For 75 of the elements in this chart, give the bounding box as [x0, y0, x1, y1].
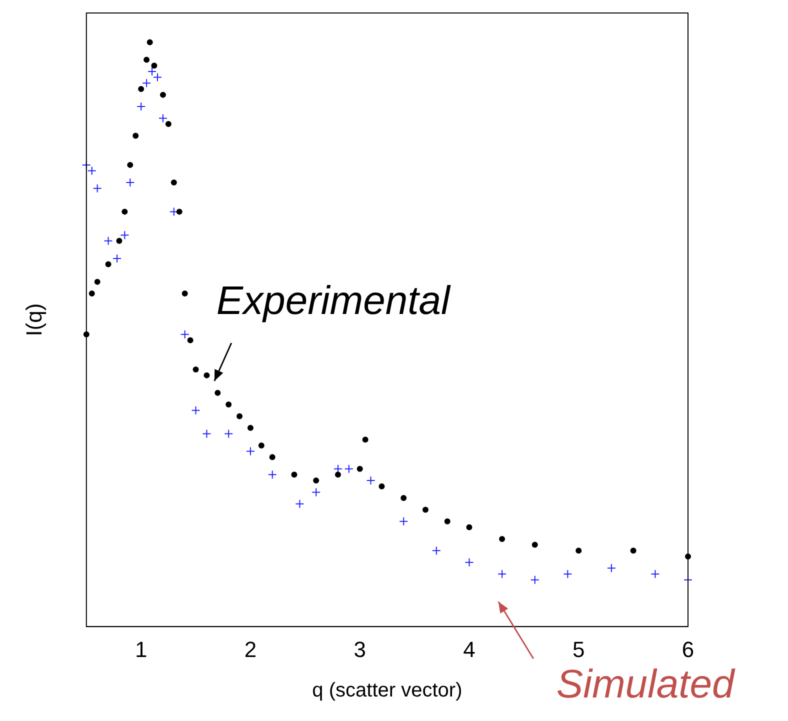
point	[399, 516, 408, 526]
point	[142, 78, 152, 88]
x-tick-label: 2	[244, 636, 257, 662]
point	[151, 62, 158, 69]
series-label: Experimental	[216, 279, 451, 324]
point	[191, 406, 200, 415]
point	[182, 290, 188, 297]
point	[170, 179, 177, 186]
point	[138, 86, 144, 92]
point	[88, 290, 95, 297]
point	[362, 436, 368, 443]
point	[464, 558, 474, 567]
x-tick-label: 6	[682, 636, 694, 662]
point	[576, 548, 582, 554]
x-tick-label: 3	[354, 636, 366, 662]
point	[466, 524, 472, 530]
x-tick-label: 4	[463, 636, 476, 662]
point	[444, 518, 450, 524]
point	[246, 446, 255, 456]
point	[204, 372, 210, 378]
point	[192, 366, 199, 372]
point	[432, 546, 441, 556]
point	[120, 230, 130, 240]
point	[160, 92, 166, 98]
point	[132, 132, 139, 139]
point	[400, 495, 407, 502]
point	[112, 254, 122, 263]
point	[422, 506, 428, 513]
x-tick-label: 1	[134, 636, 148, 662]
point	[144, 56, 150, 63]
point	[313, 478, 320, 484]
point	[94, 278, 100, 285]
point	[105, 261, 112, 268]
point	[146, 39, 153, 46]
point	[176, 208, 182, 215]
point	[499, 536, 506, 542]
x-tick-label: 5	[572, 636, 585, 662]
point	[268, 470, 277, 480]
point	[258, 442, 264, 448]
point	[291, 472, 298, 478]
point	[344, 464, 354, 474]
point	[226, 402, 232, 408]
point	[126, 178, 135, 187]
point	[236, 413, 243, 420]
point	[224, 429, 234, 438]
point	[606, 564, 616, 573]
point	[214, 390, 221, 396]
y-axis-title: I(q)	[21, 303, 46, 336]
point	[269, 454, 276, 460]
point	[92, 184, 102, 193]
point	[165, 121, 172, 128]
x-axis-title: q (scatter vector)	[312, 680, 462, 702]
point	[532, 542, 538, 548]
point	[187, 337, 194, 344]
point	[378, 483, 385, 490]
point	[127, 162, 134, 168]
point	[295, 499, 304, 508]
point	[158, 114, 168, 123]
point	[136, 102, 146, 111]
text: Simulated	[556, 662, 736, 707]
point	[122, 208, 128, 215]
point	[334, 472, 341, 478]
point	[180, 330, 190, 339]
point	[202, 429, 212, 438]
point	[356, 466, 363, 472]
point	[312, 488, 321, 497]
point	[630, 548, 636, 554]
point	[366, 476, 376, 486]
point	[563, 570, 572, 579]
point	[530, 575, 540, 584]
point	[498, 570, 507, 579]
point	[650, 570, 660, 579]
point	[247, 424, 254, 431]
point	[116, 238, 122, 244]
point	[104, 236, 113, 246]
